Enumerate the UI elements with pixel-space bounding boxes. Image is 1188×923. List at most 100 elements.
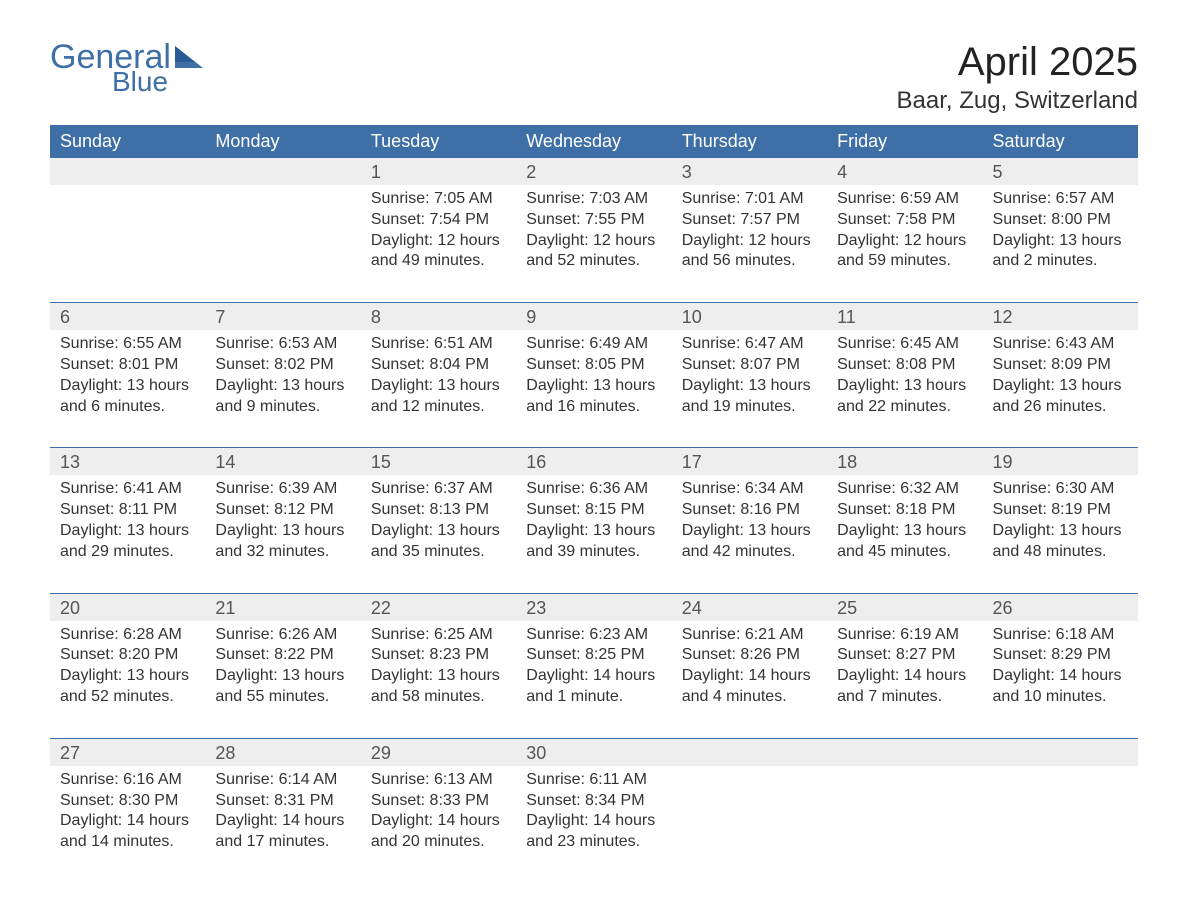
sunset-line: Sunset: 8:00 PM — [993, 210, 1128, 231]
daylight-line: Daylight: 12 hours and 59 minutes. — [837, 231, 972, 273]
sunrise-line: Sunrise: 6:28 AM — [60, 625, 195, 646]
daylight-line: Daylight: 13 hours and 19 minutes. — [682, 376, 817, 418]
day-details-cell: Sunrise: 6:18 AMSunset: 8:29 PMDaylight:… — [983, 621, 1138, 739]
daylight-line: Daylight: 14 hours and 23 minutes. — [526, 811, 661, 853]
sunrise-line: Sunrise: 6:26 AM — [215, 625, 350, 646]
weekday-header: Thursday — [672, 125, 827, 158]
sunset-line: Sunset: 7:55 PM — [526, 210, 661, 231]
sunrise-line: Sunrise: 6:18 AM — [993, 625, 1128, 646]
day-number-cell: 24 — [672, 593, 827, 621]
day-details-cell: Sunrise: 6:13 AMSunset: 8:33 PMDaylight:… — [361, 766, 516, 883]
day-number-cell: 2 — [516, 158, 671, 185]
day-details-cell: Sunrise: 6:53 AMSunset: 8:02 PMDaylight:… — [205, 330, 360, 448]
day-number-cell: 16 — [516, 448, 671, 476]
day-details-cell — [827, 766, 982, 883]
day-number-cell: 18 — [827, 448, 982, 476]
daylight-line: Daylight: 13 hours and 9 minutes. — [215, 376, 350, 418]
day-number-cell: 12 — [983, 303, 1138, 331]
sunset-line: Sunset: 8:09 PM — [993, 355, 1128, 376]
title-block: April 2025 Baar, Zug, Switzerland — [897, 40, 1138, 115]
day-number-cell: 9 — [516, 303, 671, 331]
day-details-cell: Sunrise: 6:28 AMSunset: 8:20 PMDaylight:… — [50, 621, 205, 739]
sunset-line: Sunset: 8:19 PM — [993, 500, 1128, 521]
sunset-line: Sunset: 8:34 PM — [526, 791, 661, 812]
week-daynum-row: 13141516171819 — [50, 448, 1138, 476]
day-details-cell: Sunrise: 7:01 AMSunset: 7:57 PMDaylight:… — [672, 185, 827, 303]
day-number-cell: 15 — [361, 448, 516, 476]
calendar-body: 12345Sunrise: 7:05 AMSunset: 7:54 PMDayl… — [50, 158, 1138, 883]
day-number-cell — [983, 738, 1138, 766]
sunset-line: Sunset: 8:33 PM — [371, 791, 506, 812]
week-daynum-row: 27282930 — [50, 738, 1138, 766]
day-number-cell: 17 — [672, 448, 827, 476]
sunrise-line: Sunrise: 7:05 AM — [371, 189, 506, 210]
sunrise-line: Sunrise: 6:55 AM — [60, 334, 195, 355]
sunset-line: Sunset: 8:16 PM — [682, 500, 817, 521]
day-number-cell: 4 — [827, 158, 982, 185]
daylight-line: Daylight: 14 hours and 20 minutes. — [371, 811, 506, 853]
sunrise-line: Sunrise: 6:16 AM — [60, 770, 195, 791]
weekday-header: Wednesday — [516, 125, 671, 158]
sunrise-line: Sunrise: 6:36 AM — [526, 479, 661, 500]
week-daynum-row: 20212223242526 — [50, 593, 1138, 621]
day-number-cell: 13 — [50, 448, 205, 476]
day-details-cell — [205, 185, 360, 303]
daylight-line: Daylight: 13 hours and 42 minutes. — [682, 521, 817, 563]
sunrise-line: Sunrise: 6:11 AM — [526, 770, 661, 791]
day-number-cell: 21 — [205, 593, 360, 621]
sunrise-line: Sunrise: 6:21 AM — [682, 625, 817, 646]
day-number-cell: 5 — [983, 158, 1138, 185]
daylight-line: Daylight: 13 hours and 32 minutes. — [215, 521, 350, 563]
brand-logo: General Blue — [50, 40, 203, 96]
sunrise-line: Sunrise: 6:19 AM — [837, 625, 972, 646]
day-number-cell: 23 — [516, 593, 671, 621]
sunrise-line: Sunrise: 6:45 AM — [837, 334, 972, 355]
sunset-line: Sunset: 8:29 PM — [993, 645, 1128, 666]
weekday-header: Monday — [205, 125, 360, 158]
day-number-cell: 10 — [672, 303, 827, 331]
week-details-row: Sunrise: 6:16 AMSunset: 8:30 PM Daylight:… — [50, 766, 1138, 883]
daylight-line: Daylight: 13 hours and 39 minutes. — [526, 521, 661, 563]
week-daynum-row: 12345 — [50, 158, 1138, 185]
day-number-cell — [205, 158, 360, 185]
sunset-line: Sunset: 8:01 PM — [60, 355, 195, 376]
daylight-line: Daylight: 13 hours and 55 minutes. — [215, 666, 350, 708]
day-number-cell: 1 — [361, 158, 516, 185]
sunset-line: Sunset: 8:30 PM — [60, 791, 195, 812]
day-details-cell: Sunrise: 7:03 AMSunset: 7:55 PMDaylight:… — [516, 185, 671, 303]
brand-triangle-icon — [175, 46, 203, 68]
day-details-cell: Sunrise: 6:55 AMSunset: 8:01 PMDaylight:… — [50, 330, 205, 448]
day-details-cell: Sunrise: 7:05 AMSunset: 7:54 PMDaylight:… — [361, 185, 516, 303]
sunset-line: Sunset: 8:25 PM — [526, 645, 661, 666]
sunset-line: Sunset: 8:07 PM — [682, 355, 817, 376]
sunrise-line: Sunrise: 6:47 AM — [682, 334, 817, 355]
weekday-header: Sunday — [50, 125, 205, 158]
day-number-cell: 3 — [672, 158, 827, 185]
day-details-cell: Sunrise: 6:11 AMSunset: 8:34 PMDaylight:… — [516, 766, 671, 883]
daylight-line: Daylight: 13 hours and 35 minutes. — [371, 521, 506, 563]
sunrise-line: Sunrise: 6:41 AM — [60, 479, 195, 500]
day-number-cell: 30 — [516, 738, 671, 766]
month-title: April 2025 — [897, 40, 1138, 85]
day-number-cell — [827, 738, 982, 766]
day-number-cell: 26 — [983, 593, 1138, 621]
day-number-cell: 20 — [50, 593, 205, 621]
daylight-line: Daylight: 13 hours and 45 minutes. — [837, 521, 972, 563]
sunset-line: Sunset: 8:05 PM — [526, 355, 661, 376]
sunset-line: Sunset: 8:18 PM — [837, 500, 972, 521]
sunrise-line: Sunrise: 7:01 AM — [682, 189, 817, 210]
sunrise-line: Sunrise: 6:23 AM — [526, 625, 661, 646]
weekday-header: Friday — [827, 125, 982, 158]
day-details-cell: Sunrise: 6:57 AMSunset: 8:00 PMDaylight:… — [983, 185, 1138, 303]
weekday-header-row: Sunday Monday Tuesday Wednesday Thursday… — [50, 125, 1138, 158]
day-number-cell: 8 — [361, 303, 516, 331]
sunset-line: Sunset: 8:04 PM — [371, 355, 506, 376]
day-details-cell — [50, 185, 205, 303]
day-details-cell: Sunrise: 6:32 AMSunset: 8:18 PMDaylight:… — [827, 475, 982, 593]
daylight-line: Daylight: 13 hours and 6 minutes. — [60, 376, 195, 418]
sunset-line: Sunset: 8:02 PM — [215, 355, 350, 376]
sunset-line: Sunset: 8:08 PM — [837, 355, 972, 376]
day-number-cell: 19 — [983, 448, 1138, 476]
week-details-row: Sunrise: 7:05 AMSunset: 7:54 PMDaylight:… — [50, 185, 1138, 303]
day-details-cell: Sunrise: 6:39 AMSunset: 8:12 PMDaylight:… — [205, 475, 360, 593]
